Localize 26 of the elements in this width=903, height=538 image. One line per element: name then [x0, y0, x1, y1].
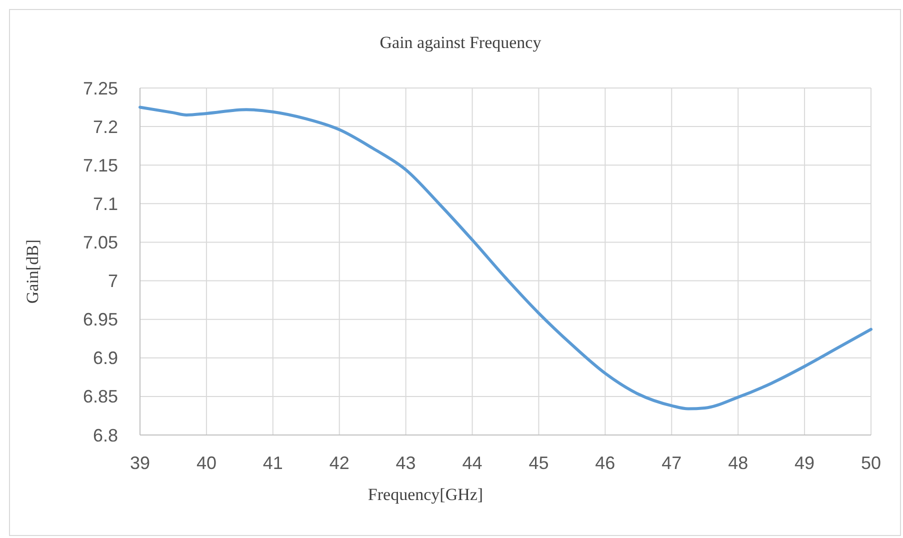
x-tick-label: 50: [860, 453, 882, 473]
y-tick-label: 6.95: [82, 310, 118, 330]
y-tick-label: 7.2: [92, 116, 118, 137]
y-tick-label: 7.05: [82, 232, 118, 253]
x-tick-label: 44: [462, 453, 482, 473]
x-tick-label: 43: [396, 453, 416, 473]
x-tick-label: 45: [528, 453, 549, 473]
y-tick-label: 7.1: [92, 194, 118, 214]
x-tick-label: 39: [130, 453, 150, 473]
chart-title: Gain against Frequency: [380, 33, 542, 52]
x-tick-label: 49: [794, 453, 815, 473]
y-tick-label: 6.85: [82, 386, 118, 407]
y-tick-label: 6.9: [92, 348, 118, 368]
y-tick-label: 7.15: [82, 155, 118, 176]
x-axis-title: Frequency[GHz]: [368, 485, 484, 504]
y-axis-title: Gain[dB]: [23, 239, 42, 304]
line-series: [138, 106, 872, 410]
x-tick-label: 46: [595, 453, 616, 473]
x-tick-label: 40: [196, 453, 216, 473]
x-tick-label: 41: [262, 453, 283, 473]
y-tick-label: 6.8: [92, 425, 118, 446]
y-tick-label: 7: [108, 271, 118, 292]
x-tick-label: 47: [662, 453, 682, 473]
x-tick-label: 48: [728, 453, 748, 473]
x-tick-label: 42: [329, 453, 350, 473]
y-tick-label: 7.25: [82, 78, 118, 98]
